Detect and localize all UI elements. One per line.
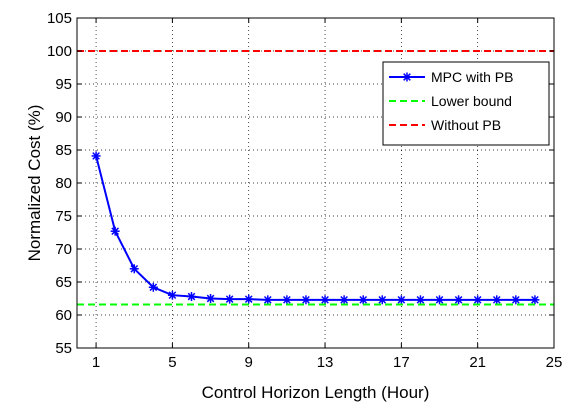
- marker-stroke: [454, 295, 463, 304]
- ticks: 55 60 65 70 75 80 85 90 95 100 105 1 5 9 13 17 21 25: [47, 10, 562, 371]
- data-point: [206, 294, 216, 303]
- data-point: [129, 264, 139, 274]
- data-point: [492, 295, 502, 305]
- data-point: [91, 151, 101, 161]
- data-point: [148, 282, 158, 292]
- marker-stroke: [492, 295, 501, 304]
- x-tick-label: 17: [393, 354, 410, 371]
- y-axis-label: Normalized Cost (%): [25, 105, 44, 262]
- marker-stroke: [225, 295, 234, 303]
- data-point: [225, 294, 235, 304]
- data-point: [473, 295, 483, 305]
- y-tick-label: 80: [55, 175, 72, 192]
- y-tick-label: 100: [47, 43, 72, 60]
- data-point: [301, 295, 311, 305]
- data-point: [511, 295, 521, 305]
- marker-stroke: [512, 295, 520, 304]
- marker-stroke: [244, 295, 253, 303]
- marker-stroke: [302, 295, 310, 304]
- x-tick-label: 25: [546, 354, 563, 371]
- data-point: [186, 292, 196, 302]
- data-point: [339, 295, 349, 305]
- marker-stroke: [435, 295, 444, 304]
- marker-stroke: [206, 294, 215, 303]
- x-tick-label: 1: [92, 354, 100, 371]
- data-point: [415, 295, 425, 305]
- marker-stroke: [263, 295, 272, 304]
- legend-label-2: Without PB: [431, 117, 501, 133]
- data-point: [263, 295, 273, 305]
- data-point: [244, 294, 254, 304]
- x-tick-label: 13: [317, 354, 334, 371]
- marker-stroke: [359, 295, 368, 304]
- marker-stroke: [321, 295, 329, 304]
- data-point: [454, 295, 464, 305]
- marker-stroke: [473, 295, 482, 304]
- data-point: [530, 295, 540, 305]
- x-tick-label: 21: [469, 354, 486, 371]
- y-tick-label: 65: [55, 274, 72, 291]
- marker-stroke: [416, 295, 425, 304]
- marker-stroke: [187, 292, 196, 301]
- marker-stroke: [92, 152, 100, 160]
- y-tick-label: 70: [55, 241, 72, 258]
- marker-stroke: [283, 295, 291, 304]
- data-point: [320, 295, 330, 305]
- x-axis-label: Control Horizon Length (Hour): [202, 383, 430, 402]
- marker-stroke: [531, 295, 539, 304]
- marker-stroke: [340, 295, 348, 304]
- legend: MPC with PB Lower bound Without PB: [382, 61, 550, 146]
- data-point: [377, 295, 387, 305]
- y-tick-label: 90: [55, 109, 72, 126]
- marker-stroke: [403, 73, 411, 81]
- marker-stroke: [378, 295, 387, 304]
- y-tick-label: 75: [55, 208, 72, 225]
- x-tick-label: 9: [245, 354, 253, 371]
- data-point: [396, 295, 406, 305]
- marker-stroke: [111, 227, 119, 236]
- x-tick-label: 5: [168, 354, 176, 371]
- marker-stroke: [130, 264, 139, 273]
- y-tick-label: 85: [55, 142, 72, 159]
- marker-stroke: [168, 291, 177, 300]
- legend-marker: [402, 72, 412, 82]
- data-point: [282, 295, 292, 305]
- y-tick-label: 60: [55, 307, 72, 324]
- y-tick-label: 55: [55, 340, 72, 357]
- data-point: [358, 295, 368, 305]
- legend-label-0: MPC with PB: [431, 69, 513, 85]
- data-point: [167, 290, 177, 300]
- series-layer: [77, 50, 554, 306]
- marker-stroke: [397, 295, 406, 304]
- data-point: [110, 226, 120, 236]
- legend-label-1: Lower bound: [431, 93, 512, 109]
- y-tick-label: 105: [47, 10, 72, 27]
- y-tick-label: 95: [55, 76, 72, 93]
- marker-stroke: [149, 283, 158, 292]
- data-point: [435, 295, 445, 305]
- legend-box: [382, 61, 550, 146]
